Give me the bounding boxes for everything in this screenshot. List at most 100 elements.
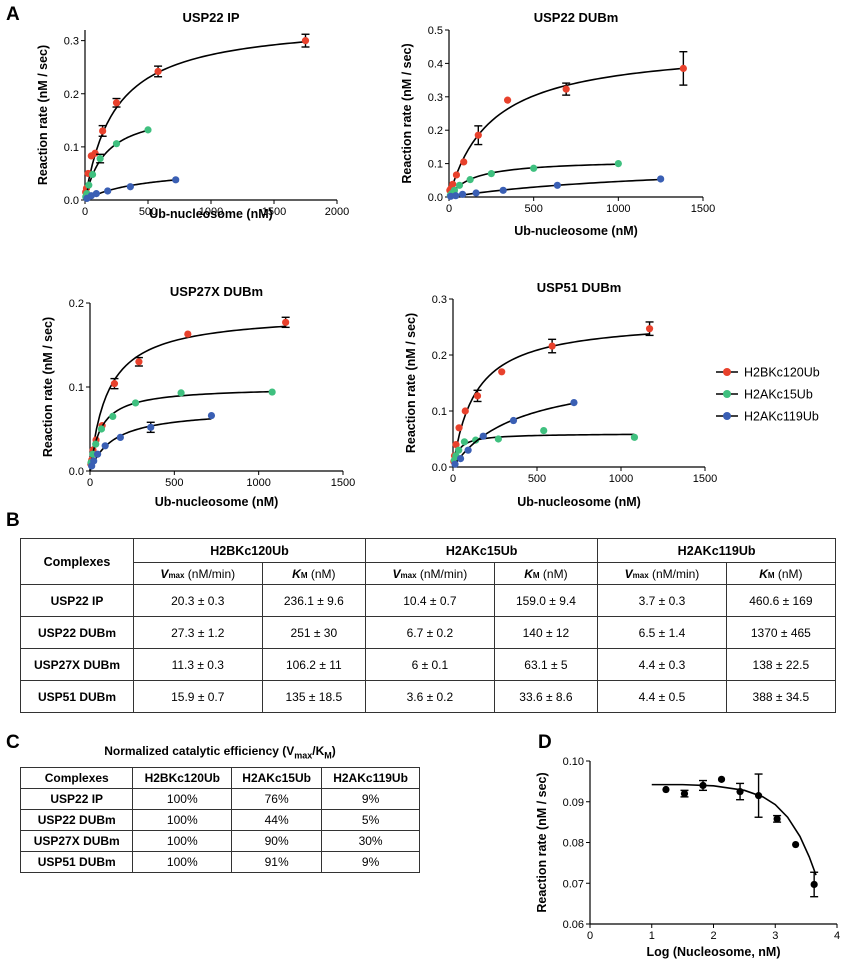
data-point (466, 176, 474, 184)
subheader-unit: (nM/min) (416, 566, 468, 581)
data-point (110, 380, 119, 388)
row-name: USP22 DUBm (19, 809, 134, 831)
table-row: USP51 DUBm 100% 91% 9% (19, 851, 420, 873)
x-tick-label: 1500 (691, 203, 715, 215)
x-tick-label: 0 (82, 206, 88, 218)
y-tick-label: 0.08 (563, 838, 584, 850)
chart-title: USP22 DUBm (534, 10, 619, 25)
chart-title: USP22 IP (182, 10, 239, 25)
subheader-subscript: M (767, 570, 775, 580)
data-point (268, 388, 276, 396)
data-point (614, 160, 622, 168)
subheader-symbol: K (524, 566, 533, 581)
table-cell: 9% (321, 788, 420, 810)
table-cell: 236.1 ± 9.6 (261, 584, 367, 617)
fit-curve (448, 178, 661, 198)
data-point (657, 175, 665, 183)
subheader-unit: (nM) (539, 566, 568, 581)
table-cell: 27.3 ± 1.2 (133, 616, 263, 649)
x-tick-label: 4 (834, 930, 840, 942)
table-subheader: KM (nM) (725, 562, 837, 585)
row-name: USP22 DUBm (20, 616, 134, 649)
panel-letter-b: B (6, 510, 20, 531)
x-tick-label: 2 (710, 930, 716, 942)
y-tick-label: 0.5 (428, 25, 443, 37)
table-cell: 9% (321, 851, 420, 873)
table-cell: 100% (132, 830, 233, 852)
fit-curve (452, 433, 635, 468)
panel-letter-d: D (538, 732, 552, 753)
legend-marker (723, 368, 731, 376)
table-row: USP22 IP 20.3 ± 0.3 236.1 ± 9.6 10.4 ± 0.7 1… (20, 584, 837, 617)
data-point (147, 423, 155, 431)
data-point (472, 436, 480, 444)
data-point (112, 99, 121, 107)
x-tick-label: 1000 (609, 473, 633, 485)
y-tick-label: 0.10 (563, 756, 584, 768)
data-point (172, 176, 180, 184)
x-tick-label: 0 (446, 203, 452, 215)
row-name: USP22 IP (20, 584, 134, 617)
table-cell: 106.2 ± 11 (261, 648, 367, 681)
y-tick-label: 0.1 (64, 142, 79, 154)
table-cell: 159.0 ± 9.4 (493, 584, 599, 617)
table-row: USP22 DUBm 27.3 ± 1.2 251 ± 30 6.7 ± 0.2 140… (20, 616, 837, 649)
table-cell: 11.3 ± 0.3 (133, 648, 263, 681)
table-subheader: Vmax (nM/min) (597, 562, 727, 585)
data-point (570, 399, 578, 407)
data-point (144, 126, 152, 134)
y-axis-label: Reaction rate (nM / sec) (41, 317, 55, 457)
data-point (754, 792, 763, 800)
subheader-subscript: max (400, 570, 417, 580)
data-point (498, 368, 506, 376)
table-row: USP27X DUBm 11.3 ± 0.3 106.2 ± 11 6 ± 0.1 63… (20, 648, 837, 681)
data-point (645, 325, 654, 333)
y-tick-label: 0.2 (69, 298, 84, 310)
data-point (184, 330, 192, 338)
data-point (449, 180, 457, 188)
data-point (301, 37, 310, 45)
table-cell: 44% (231, 809, 323, 831)
data-point (472, 189, 480, 197)
table-row: USP51 DUBm 15.9 ± 0.7 135 ± 18.5 3.6 ± 0.2 3… (20, 680, 837, 713)
table-cell: 4.4 ± 0.3 (597, 648, 727, 681)
efficiency-table: Complexes H2BKc120Ub H2AKc15Ub H2AKc119Ub U… (19, 767, 420, 873)
data-point (452, 192, 460, 200)
row-name: USP27X DUBm (19, 830, 134, 852)
data-point (97, 425, 106, 433)
table-cell: 90% (231, 830, 323, 852)
data-point (88, 170, 97, 179)
row-name: USP51 DUBm (20, 680, 134, 713)
fit-curve (84, 40, 306, 201)
table-subheader: Vmax (nM/min) (365, 562, 495, 585)
legend-marker (723, 390, 731, 398)
x-tick-label: 500 (524, 203, 542, 215)
x-tick-label: 1000 (199, 206, 223, 218)
data-point (662, 785, 670, 794)
data-point (494, 435, 502, 443)
table-subheader: KM (nM) (493, 562, 599, 585)
data-point (90, 457, 98, 465)
subheader-unit: (nM/min) (184, 566, 236, 581)
legend: H2BKc120Ub H2AKc15Ub H2AKc119Ub (716, 366, 820, 424)
row-name: USP51 DUBm (19, 851, 134, 873)
legend-label: H2AKc119Ub (744, 410, 819, 424)
data-point (461, 407, 469, 415)
chart-3: 0 500 1000 1500 0.0 0.1 0.2 0.3 USP51 DUBm Ub-nuc… (404, 280, 717, 509)
data-point (112, 140, 121, 148)
table-body: USP22 IP 100% 76% 9% USP22 DUBm 100% 44% 5% USP2… (19, 788, 420, 873)
data-point (630, 433, 639, 441)
data-point (479, 432, 487, 440)
y-axis-label: Reaction rate (nM / sec) (36, 45, 50, 185)
data-point (503, 96, 512, 104)
chart-0: 0 500 1000 1500 2000 0.0 0.1 0.2 0.3 USP22 IP Ub-n… (36, 10, 349, 221)
table-cell: 4.4 ± 0.5 (597, 680, 727, 713)
x-tick-label: 0 (450, 473, 456, 485)
chart-title: USP51 DUBm (537, 280, 622, 295)
data-point (458, 190, 467, 198)
table-header-cell: Complexes (19, 767, 134, 789)
data-point (548, 342, 556, 350)
x-tick-label: 500 (528, 473, 546, 485)
data-point (154, 67, 162, 76)
